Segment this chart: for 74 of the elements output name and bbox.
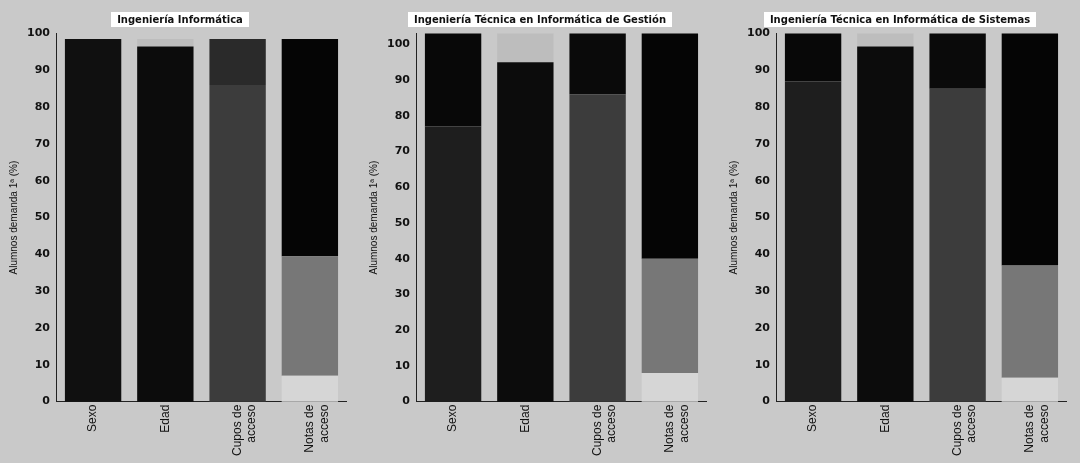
bar xyxy=(281,256,339,376)
y-tick-label: 60 xyxy=(34,173,51,187)
bar xyxy=(64,39,122,402)
y-tick-label: 30 xyxy=(754,284,771,298)
x-tick-label: Notas de acceso xyxy=(1022,404,1051,453)
x-tick-label: Edad xyxy=(157,404,172,433)
y-tick-label: 10 xyxy=(394,358,411,372)
y-tick-label: 40 xyxy=(394,251,411,265)
y-tick-label: 60 xyxy=(394,180,411,194)
y-tick-label: 40 xyxy=(34,247,51,261)
y-tick-label: 80 xyxy=(394,108,411,122)
bar xyxy=(281,39,339,257)
bar xyxy=(569,94,626,402)
y-tick-label: 50 xyxy=(34,210,51,224)
bar xyxy=(137,46,194,402)
bar xyxy=(1001,33,1059,266)
bar xyxy=(929,33,986,89)
y-axis-title: Alumnos demanda 1ª (%) xyxy=(727,160,739,275)
y-tick-label: 100 xyxy=(26,26,51,40)
y-tick-label: 30 xyxy=(394,287,411,301)
y-tick-label: 70 xyxy=(34,136,51,150)
y-tick-label: 90 xyxy=(394,72,411,86)
y-tick-label: 100 xyxy=(746,26,771,40)
x-tick-label: Edad xyxy=(517,404,532,433)
y-tick-label: 20 xyxy=(34,320,51,334)
y-tick-label: 0 xyxy=(402,394,411,408)
y-tick-label: 40 xyxy=(754,247,771,261)
bar xyxy=(641,258,699,374)
y-tick-label: 10 xyxy=(754,357,771,371)
chart-title: Ingeniería Técnica en Informática de Sistemas xyxy=(763,12,1037,27)
y-tick-label: 90 xyxy=(754,63,771,77)
y-tick-label: 10 xyxy=(34,357,51,371)
bar xyxy=(857,33,914,47)
y-tick-label: 100 xyxy=(386,37,411,51)
x-tick-label: Sexo xyxy=(445,404,460,432)
bar xyxy=(1001,265,1059,378)
chart-title: Ingeniería Técnica en Informática de Gestión xyxy=(407,12,673,27)
x-tick-label: Cupos de acceso xyxy=(949,404,979,457)
bar xyxy=(497,33,554,63)
x-tick-label: Sexo xyxy=(805,404,820,432)
x-tick-label: Edad xyxy=(877,404,892,433)
y-tick-label: 80 xyxy=(754,100,771,114)
bar xyxy=(784,33,842,82)
bar xyxy=(641,33,699,259)
y-tick-label: 30 xyxy=(34,284,51,298)
y-tick-label: 70 xyxy=(394,144,411,158)
bar xyxy=(281,375,339,402)
y-axis-title: Alumnos demanda 1ª (%) xyxy=(7,160,19,275)
y-tick-label: 0 xyxy=(762,394,771,408)
y-tick-label: 50 xyxy=(754,210,771,224)
x-tick-label: Cupos de acceso xyxy=(229,404,259,457)
y-tick-label: 80 xyxy=(34,100,51,114)
y-tick-label: 0 xyxy=(42,394,51,408)
bar xyxy=(1001,377,1059,402)
y-tick-label: 70 xyxy=(754,136,771,150)
bar xyxy=(497,62,554,402)
bar xyxy=(209,85,266,402)
bar xyxy=(641,373,699,402)
y-axis-title: Alumnos demanda 1ª (%) xyxy=(367,160,379,275)
y-tick-label: 90 xyxy=(34,63,51,77)
x-tick-label: Notas de acceso xyxy=(302,404,331,453)
y-tick-label: 50 xyxy=(394,215,411,229)
x-tick-label: Cupos de acceso xyxy=(589,404,619,457)
bar xyxy=(209,39,266,86)
bar xyxy=(929,88,986,402)
bar xyxy=(857,46,914,402)
chart-title: Ingeniería Informática xyxy=(111,12,249,27)
y-tick-label: 20 xyxy=(394,323,411,337)
bar xyxy=(569,33,626,95)
x-tick-label: Notas de acceso xyxy=(662,404,691,453)
bar xyxy=(424,33,482,127)
y-tick-label: 20 xyxy=(754,320,771,334)
x-tick-label: Sexo xyxy=(85,404,100,432)
y-tick-label: 60 xyxy=(754,173,771,187)
